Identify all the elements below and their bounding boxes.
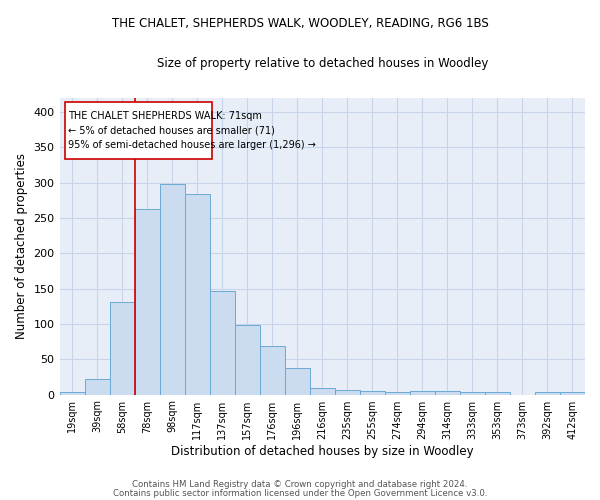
Bar xyxy=(385,392,410,394)
Bar xyxy=(160,184,185,394)
Bar xyxy=(110,302,134,394)
Bar xyxy=(59,392,85,394)
Bar xyxy=(235,326,260,394)
FancyBboxPatch shape xyxy=(65,102,212,160)
Title: Size of property relative to detached houses in Woodley: Size of property relative to detached ho… xyxy=(157,58,488,70)
Bar xyxy=(260,346,285,395)
Bar xyxy=(85,379,110,394)
Bar xyxy=(560,392,585,394)
Text: Contains public sector information licensed under the Open Government Licence v3: Contains public sector information licen… xyxy=(113,490,487,498)
Text: THE CHALET, SHEPHERDS WALK, WOODLEY, READING, RG6 1BS: THE CHALET, SHEPHERDS WALK, WOODLEY, REA… xyxy=(112,18,488,30)
Bar xyxy=(535,392,560,394)
Y-axis label: Number of detached properties: Number of detached properties xyxy=(15,154,28,340)
Bar xyxy=(185,194,209,394)
Bar xyxy=(335,390,360,394)
Bar xyxy=(460,392,485,394)
Bar xyxy=(209,291,235,395)
Bar xyxy=(310,388,335,394)
X-axis label: Distribution of detached houses by size in Woodley: Distribution of detached houses by size … xyxy=(171,444,473,458)
Text: THE CHALET SHEPHERDS WALK: 71sqm
← 5% of detached houses are smaller (71)
95% of: THE CHALET SHEPHERDS WALK: 71sqm ← 5% of… xyxy=(68,111,316,150)
Bar xyxy=(285,368,310,394)
Text: Contains HM Land Registry data © Crown copyright and database right 2024.: Contains HM Land Registry data © Crown c… xyxy=(132,480,468,489)
Bar xyxy=(360,391,385,394)
Bar xyxy=(134,209,160,394)
Bar xyxy=(410,391,435,394)
Bar xyxy=(485,392,510,394)
Bar xyxy=(435,391,460,394)
